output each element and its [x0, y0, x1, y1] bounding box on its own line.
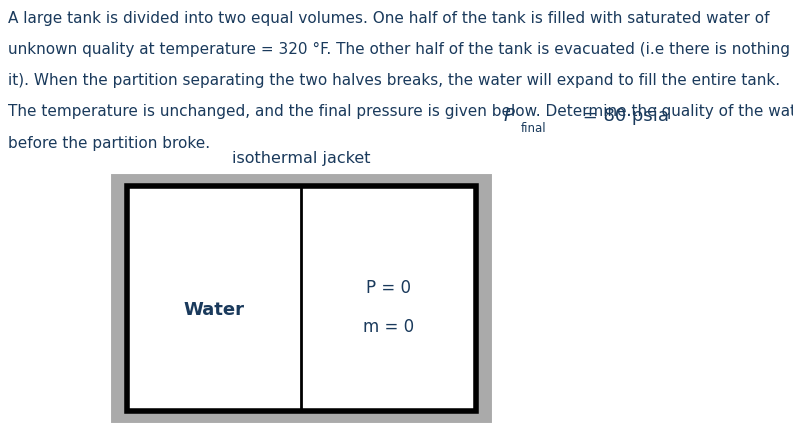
Text: final: final — [521, 122, 546, 135]
Text: The temperature is unchanged, and the final pressure is given below. Determine t: The temperature is unchanged, and the fi… — [8, 104, 793, 120]
Text: = 80·psia: = 80·psia — [577, 107, 668, 125]
Text: it). When the partition separating the two halves breaks, the water will expand : it). When the partition separating the t… — [8, 73, 780, 88]
Text: P = 0: P = 0 — [366, 279, 411, 297]
Text: unknown quality at temperature = 320 °F. The other half of the tank is evacuated: unknown quality at temperature = 320 °F.… — [8, 42, 793, 57]
Text: Water: Water — [184, 301, 244, 319]
Text: isothermal jacket: isothermal jacket — [232, 151, 370, 166]
Bar — [118, 181, 485, 416]
Text: m = 0: m = 0 — [363, 318, 414, 336]
Text: P: P — [504, 107, 515, 125]
Text: before the partition broke.: before the partition broke. — [8, 136, 210, 151]
Bar — [127, 186, 476, 411]
Text: A large tank is divided into two equal volumes. One half of the tank is filled w: A large tank is divided into two equal v… — [8, 11, 769, 26]
